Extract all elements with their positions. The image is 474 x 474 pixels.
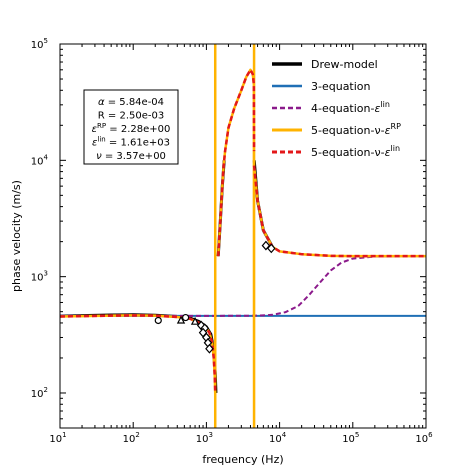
legend-text: Drew-model xyxy=(311,58,378,71)
parameter-line: α = 5.84e-04 xyxy=(98,97,164,108)
parameter-symbol: α xyxy=(98,97,105,108)
legend-epsilon: ε xyxy=(374,102,380,115)
series-line xyxy=(60,314,217,394)
x-tick-base: 10 xyxy=(49,434,62,445)
parameter-symbol: R xyxy=(98,111,105,122)
parameter-value: = 2.50e-03 xyxy=(105,111,165,122)
y-tick-base: 10 xyxy=(31,389,44,400)
parameter-value: = 1.61e+03 xyxy=(106,138,170,149)
x-tick-exp: 5 xyxy=(355,431,359,439)
legend-label: 5-equation-ν-εRP xyxy=(311,122,401,137)
parameter-line: εlin = 1.61e+03 xyxy=(92,136,170,149)
data-point-diamond xyxy=(198,327,208,338)
data-point-circle xyxy=(182,313,190,322)
parameter-value: = 5.84e-04 xyxy=(105,97,165,108)
plot-frame xyxy=(59,43,427,429)
y-tick-label: 102 xyxy=(31,386,48,400)
y-tick-base: 10 xyxy=(31,156,44,167)
parameter-line: ν = 3.57e+00 xyxy=(96,151,166,162)
x-tick-label: 105 xyxy=(342,431,359,445)
x-tick-label: 102 xyxy=(123,431,140,445)
legend-text: 5-equation-ν- xyxy=(311,124,385,137)
x-tick-label: 106 xyxy=(415,431,433,445)
x-tick-base: 10 xyxy=(269,434,282,445)
x-tick-exp: 3 xyxy=(209,431,213,439)
measurement-markers xyxy=(154,240,276,354)
x-tick-exp: 4 xyxy=(282,431,287,439)
x-tick-label: 103 xyxy=(196,431,213,445)
data-lines xyxy=(60,44,426,428)
series-line xyxy=(252,165,426,258)
y-tick-exp: 3 xyxy=(44,270,48,278)
y-tick-base: 10 xyxy=(31,273,44,284)
parameter-symbol: ν xyxy=(96,151,102,162)
parameter-box-frame xyxy=(83,89,179,165)
parameter-value: = 3.57e+00 xyxy=(102,151,166,162)
data-point-circle xyxy=(154,316,162,325)
y-tick-exp: 2 xyxy=(44,386,48,394)
parameter-value: = 2.28e+00 xyxy=(106,124,170,135)
legend-epsilon: ε xyxy=(385,146,391,159)
data-point-diamond xyxy=(261,240,271,251)
legend-label: 3-equation xyxy=(311,80,371,93)
data-point-diamond xyxy=(205,343,214,354)
x-axis-label: frequency (Hz) xyxy=(202,453,283,466)
x-tick-label: 101 xyxy=(49,431,66,445)
y-tick-label: 103 xyxy=(31,270,48,284)
y-tick-exp: 5 xyxy=(44,37,48,45)
legend-label: 4-equation-εlin xyxy=(311,100,390,115)
legend-superscript: lin xyxy=(380,100,390,109)
parameter-line: R = 2.50e-03 xyxy=(98,111,164,122)
legend-text: 5-equation-ν- xyxy=(311,146,385,159)
series-4 xyxy=(60,68,426,394)
legend-label: 5-equation-ν-εlin xyxy=(311,144,400,159)
y-axis-label: phase velocity (m/s) xyxy=(10,180,23,292)
legend-epsilon: ε xyxy=(385,124,391,137)
legend-superscript: RP xyxy=(391,122,402,131)
x-tick-exp: 2 xyxy=(135,431,139,439)
data-point-diamond xyxy=(266,243,276,254)
legend-text: 4-equation- xyxy=(311,102,375,115)
y-tick-label: 104 xyxy=(31,153,49,167)
y-tick-label: 105 xyxy=(31,37,48,51)
x-tick-exp: 1 xyxy=(62,431,66,439)
x-tick-base: 10 xyxy=(123,434,136,445)
parameter-symbol: ε xyxy=(92,138,98,149)
x-tick-label: 104 xyxy=(269,431,287,445)
parameter-superscript: lin xyxy=(97,136,105,144)
x-tick-exp: 6 xyxy=(428,431,433,439)
series-line xyxy=(216,68,256,257)
legend-superscript: lin xyxy=(391,144,401,153)
data-point-triangle xyxy=(176,315,186,324)
parameter-superscript: RP xyxy=(97,122,106,130)
y-tick-base: 10 xyxy=(31,40,44,51)
legend-label: Drew-model xyxy=(311,58,378,71)
x-tick-base: 10 xyxy=(342,434,355,445)
parameter-symbol: ε xyxy=(92,124,98,135)
x-tick-base: 10 xyxy=(415,434,428,445)
data-point-triangle xyxy=(190,316,200,325)
parameter-line: εRP = 2.28e+00 xyxy=(92,122,171,135)
legend-text: 3-equation xyxy=(311,80,371,93)
legend: Drew-model3-equation4-equation-εlin5-equ… xyxy=(272,58,401,159)
y-tick-exp: 4 xyxy=(44,153,49,161)
x-tick-base: 10 xyxy=(196,434,209,445)
